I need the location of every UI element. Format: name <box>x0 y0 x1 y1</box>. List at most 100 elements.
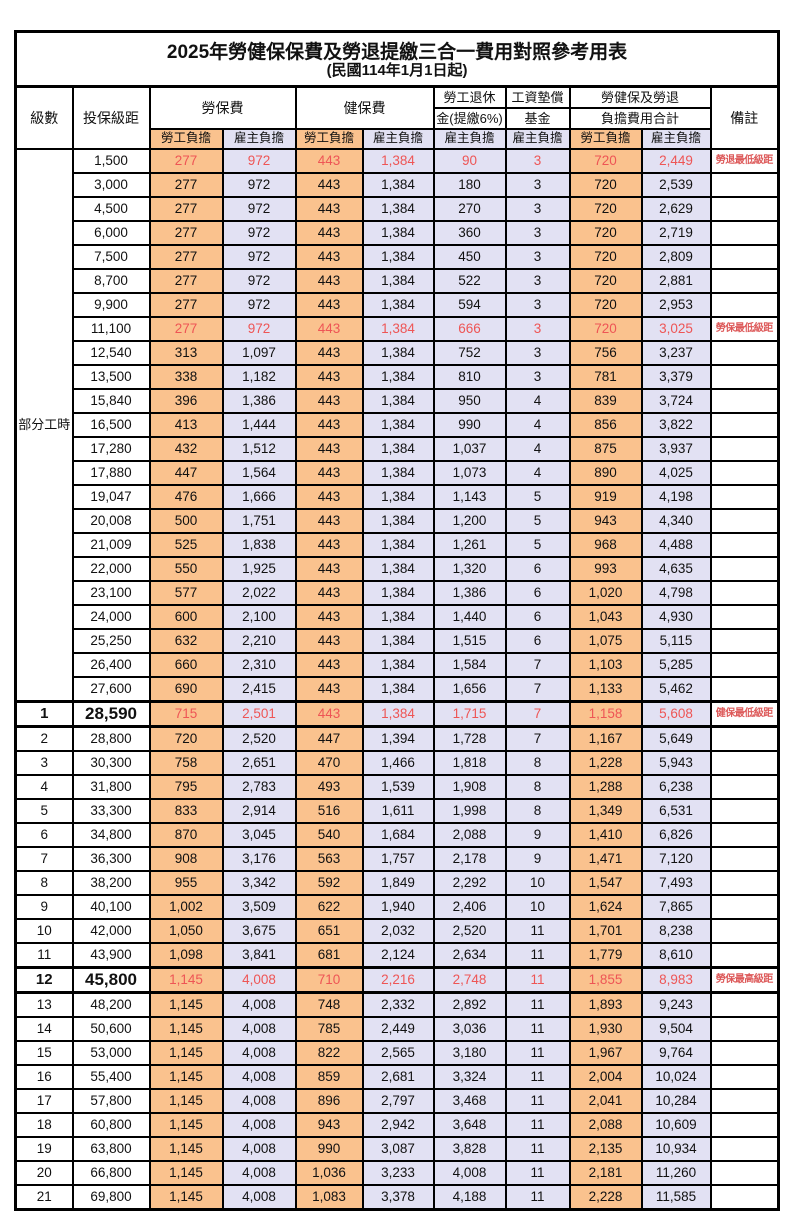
total-employee-cell: 2,004 <box>568 1064 643 1090</box>
wage-fund-employer-cell: 9 <box>504 822 571 848</box>
labor-employee-cell: 1,145 <box>148 1016 224 1042</box>
total-employer-cell: 5,285 <box>640 652 712 678</box>
health-employer-cell: 3,087 <box>361 1136 435 1162</box>
wage-fund-employer-cell: 6 <box>504 580 571 606</box>
total-employee-cell: 720 <box>568 244 643 270</box>
health-employee-cell: 748 <box>294 991 364 1018</box>
note-cell <box>709 652 780 678</box>
health-employee-cell: 443 <box>294 628 364 654</box>
total-employer-cell: 2,719 <box>640 220 712 246</box>
health-employer-cell: 1,384 <box>361 628 435 654</box>
labor-employee-cell: 715 <box>148 700 224 728</box>
wage-fund-employer-cell: 3 <box>504 292 571 318</box>
note-cell <box>709 822 780 848</box>
total-employee-cell: 2,088 <box>568 1112 643 1138</box>
health-employee-cell: 859 <box>294 1064 364 1090</box>
health-employer-cell: 1,384 <box>361 388 435 414</box>
subheader-health-employer: 雇主負擔 <box>361 128 435 150</box>
health-employer-cell: 1,384 <box>361 268 435 294</box>
labor-employee-cell: 1,145 <box>148 991 224 1018</box>
note-cell <box>709 580 780 606</box>
total-employee-cell: 1,349 <box>568 798 643 824</box>
table-row: 26,400 660 2,310 443 1,384 1,584 7 1,103 5,285 <box>16 652 780 678</box>
pension-employer-cell: 3,828 <box>432 1136 507 1162</box>
salary-cell: 12,540 <box>71 340 151 366</box>
salary-cell: 69,800 <box>71 1184 151 1211</box>
total-employee-cell: 2,135 <box>568 1136 643 1162</box>
total-employee-cell: 720 <box>568 196 643 222</box>
total-employee-cell: 1,228 <box>568 750 643 776</box>
total-employee-cell: 720 <box>568 292 643 318</box>
note-cell <box>709 870 780 896</box>
pension-employer-cell: 950 <box>432 388 507 414</box>
wage-fund-employer-cell: 8 <box>504 750 571 776</box>
labor-employee-cell: 660 <box>148 652 224 678</box>
table-row: 10 42,000 1,050 3,675 651 2,032 2,520 11 1,701 8,… <box>14 918 780 944</box>
labor-employer-cell: 1,751 <box>221 508 297 534</box>
labor-employee-cell: 720 <box>148 725 224 752</box>
pension-employer-cell: 1,998 <box>432 798 507 824</box>
wage-fund-employer-cell: 7 <box>504 676 571 703</box>
labor-employer-cell: 2,914 <box>221 798 297 824</box>
salary-cell: 57,800 <box>71 1088 151 1114</box>
wage-fund-employer-cell: 3 <box>504 340 571 366</box>
pension-employer-cell: 3,324 <box>432 1064 507 1090</box>
note-cell: 勞保最低級距 <box>709 316 780 342</box>
salary-cell: 19,047 <box>71 484 151 510</box>
total-employer-cell: 9,764 <box>640 1040 712 1066</box>
total-employee-cell: 875 <box>568 436 643 462</box>
labor-employee-cell: 1,145 <box>148 1064 224 1090</box>
total-employer-cell: 4,635 <box>640 556 712 582</box>
total-employee-cell: 839 <box>568 388 643 414</box>
pension-employer-cell: 752 <box>432 340 507 366</box>
subheader-pension-employer: 雇主負擔 <box>432 128 507 150</box>
health-employer-cell: 1,384 <box>361 244 435 270</box>
salary-cell: 40,100 <box>71 894 151 920</box>
labor-employer-cell: 4,008 <box>221 1064 297 1090</box>
salary-cell: 4,500 <box>71 196 151 222</box>
table-row: 19,047 476 1,666 443 1,384 1,143 5 919 4,198 <box>16 484 780 510</box>
health-employer-cell: 1,384 <box>361 484 435 510</box>
health-employer-cell: 1,384 <box>361 556 435 582</box>
health-employee-cell: 896 <box>294 1088 364 1114</box>
header-labor-insurance: 勞保費 <box>148 85 297 130</box>
total-employee-cell: 720 <box>568 220 643 246</box>
labor-employer-cell: 972 <box>221 316 297 342</box>
wage-fund-employer-cell: 5 <box>504 532 571 558</box>
table-row: 11 43,900 1,098 3,841 681 2,124 2,634 11 1,779 8,… <box>14 942 780 969</box>
pension-employer-cell: 1,584 <box>432 652 507 678</box>
wage-fund-employer-cell: 11 <box>504 1088 571 1114</box>
pension-employer-cell: 2,406 <box>432 894 507 920</box>
table-row: 17 57,800 1,145 4,008 896 2,797 3,468 11 2,041 10… <box>14 1088 780 1114</box>
health-employee-cell: 651 <box>294 918 364 944</box>
table-row: 1 28,590 715 2,501 443 1,384 1,715 7 1,158 5,608 健… <box>14 700 780 728</box>
pension-employer-cell: 1,656 <box>432 676 507 703</box>
health-employee-cell: 443 <box>294 388 364 414</box>
wage-fund-employer-cell: 11 <box>504 966 571 994</box>
labor-employee-cell: 690 <box>148 676 224 703</box>
note-cell <box>709 1016 780 1042</box>
health-employee-cell: 443 <box>294 364 364 390</box>
level-cell: 5 <box>14 798 74 824</box>
level-cell: 14 <box>14 1016 74 1042</box>
health-employer-cell: 1,384 <box>361 508 435 534</box>
health-employee-cell: 443 <box>294 532 364 558</box>
health-employee-cell: 592 <box>294 870 364 896</box>
note-cell <box>709 508 780 534</box>
salary-cell: 28,590 <box>71 700 151 728</box>
header-salary: 投保級距 <box>71 85 151 150</box>
table-row: 7,500 277 972 443 1,384 450 3 720 2,809 <box>16 244 780 270</box>
subheader-labor-employer: 雇主負擔 <box>221 128 297 150</box>
table-row: 14 50,600 1,145 4,008 785 2,449 3,036 11 1,930 9,… <box>14 1016 780 1042</box>
wage-fund-employer-cell: 11 <box>504 1040 571 1066</box>
total-employer-cell: 3,379 <box>640 364 712 390</box>
note-cell <box>709 460 780 486</box>
note-cell <box>709 918 780 944</box>
wage-fund-employer-cell: 4 <box>504 388 571 414</box>
salary-cell: 30,300 <box>71 750 151 776</box>
health-employer-cell: 1,384 <box>361 700 435 728</box>
total-employee-cell: 1,410 <box>568 822 643 848</box>
header-note: 備註 <box>709 85 780 150</box>
labor-employee-cell: 577 <box>148 580 224 606</box>
subheader-total-employer: 雇主負擔 <box>640 128 712 150</box>
